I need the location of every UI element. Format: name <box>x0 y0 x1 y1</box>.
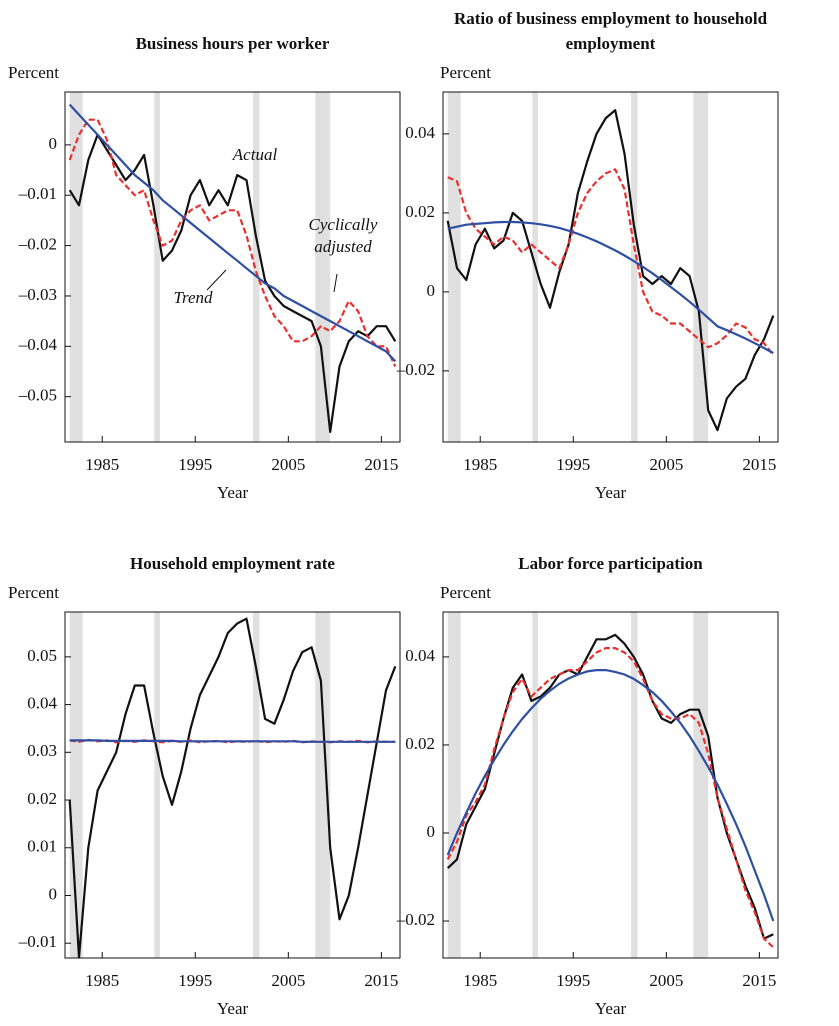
recession-band <box>447 92 461 442</box>
series-line <box>446 109 775 432</box>
y-tick-label: 0.04 <box>405 646 435 665</box>
series-line <box>68 133 397 433</box>
series-label: Cyclically adjusted <box>308 215 378 256</box>
x-axis-label: Year <box>595 483 627 502</box>
y-axis-label: Percent <box>440 63 491 82</box>
x-tick-label: 1985 <box>463 971 497 990</box>
x-tick-label: 2005 <box>649 971 683 990</box>
series-line <box>446 647 775 949</box>
recession-band <box>532 612 538 958</box>
recession-band <box>154 92 160 442</box>
series-label: Actual <box>232 145 278 164</box>
plot-frame <box>64 91 401 443</box>
x-tick-label: 2015 <box>364 971 398 990</box>
plot-frame <box>442 611 779 959</box>
y-tick-label: 0.02 <box>27 789 57 808</box>
recession-band <box>315 92 331 442</box>
leader-line <box>206 269 227 291</box>
recession-band <box>252 92 260 442</box>
plot-frame <box>64 611 401 959</box>
x-tick-label: 1985 <box>85 971 119 990</box>
x-tick-label: 2015 <box>742 455 776 474</box>
x-tick-label: 1995 <box>178 455 212 474</box>
x-tick-label: 1995 <box>556 455 590 474</box>
y-tick-label: 0 <box>427 822 436 841</box>
x-tick-label: 2005 <box>271 455 305 474</box>
recession-band <box>447 612 461 958</box>
y-tick-label: 0.04 <box>405 123 435 142</box>
y-tick-label: 0 <box>427 281 436 300</box>
x-tick-label: 2005 <box>649 455 683 474</box>
y-tick-label: 0 <box>49 134 58 153</box>
recession-band <box>630 92 638 442</box>
y-tick-label: 0.02 <box>405 202 435 221</box>
y-tick-label: 0.05 <box>27 646 57 665</box>
leader-line <box>333 273 338 293</box>
y-axis-label: Percent <box>440 583 491 602</box>
series-line <box>68 103 397 363</box>
chart-title: Household employment rate <box>130 554 335 573</box>
series-line <box>447 220 774 355</box>
y-tick-label: –0.02 <box>18 235 57 254</box>
x-axis-label: Year <box>595 999 627 1018</box>
recession-band <box>315 612 331 958</box>
recession-band <box>693 612 709 958</box>
series-line <box>68 118 397 367</box>
x-axis-label: Year <box>217 999 249 1018</box>
y-axis-label: Percent <box>8 583 59 602</box>
y-tick-label: 0.01 <box>27 837 57 856</box>
y-tick-label: –0.02 <box>396 360 435 379</box>
x-tick-label: 1995 <box>556 971 590 990</box>
series-line <box>69 739 396 743</box>
chart-title: Ratio of business employment to househol… <box>453 9 768 53</box>
y-tick-label: 0.03 <box>27 741 57 760</box>
y-tick-label: –0.05 <box>18 386 57 405</box>
x-tick-label: 1995 <box>178 971 212 990</box>
x-tick-label: 2015 <box>364 455 398 474</box>
series-line <box>68 617 397 959</box>
y-tick-label: –0.01 <box>18 184 57 203</box>
x-tick-label: 2005 <box>271 971 305 990</box>
y-tick-label: 0 <box>49 884 58 903</box>
y-tick-label: –0.04 <box>18 335 58 354</box>
y-tick-label: –0.02 <box>396 910 435 929</box>
series-line <box>446 633 774 940</box>
series-line <box>447 168 775 356</box>
series-label: Trend <box>173 288 213 307</box>
x-tick-label: 2015 <box>742 971 776 990</box>
recession-band <box>69 92 83 442</box>
y-tick-label: –0.03 <box>18 285 57 304</box>
recession-band <box>154 612 160 958</box>
y-axis-label: Percent <box>8 63 59 82</box>
plot-frame <box>442 91 779 443</box>
x-tick-label: 1985 <box>85 455 119 474</box>
recession-band <box>252 612 260 958</box>
y-tick-label: 0.04 <box>27 693 57 712</box>
recession-band <box>630 612 638 958</box>
recession-band <box>693 92 709 442</box>
chart-title: Labor force participation <box>518 554 703 573</box>
chart-title: Business hours per worker <box>135 34 330 53</box>
y-tick-label: 0.02 <box>405 734 435 753</box>
series-line <box>446 669 775 922</box>
x-tick-label: 1985 <box>463 455 497 474</box>
x-axis-label: Year <box>217 483 249 502</box>
y-tick-label: –0.01 <box>18 932 57 951</box>
